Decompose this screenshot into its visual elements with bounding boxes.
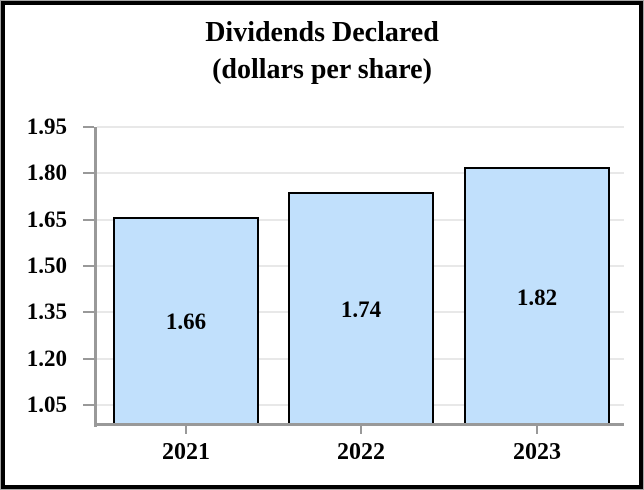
x-axis-label-2023: 2023	[513, 439, 561, 465]
y-tick-1.95	[83, 126, 94, 128]
y-axis-line	[94, 127, 97, 427]
y-tick-1.05	[83, 403, 94, 406]
chart-title-line1: Dividends Declared	[205, 17, 439, 48]
y-axis-label-1.35: 1.35	[26, 299, 67, 325]
y-axis-label-1.05: 1.05	[26, 391, 67, 417]
gridline-1.80	[97, 172, 624, 175]
chart-title-line2: (dollars per share)	[212, 54, 432, 85]
bar-2022: 1.74	[288, 191, 434, 424]
x-axis-line	[94, 423, 624, 426]
x-axis-label-2022: 2022	[337, 439, 385, 465]
y-axis-label-1.95: 1.95	[26, 114, 67, 139]
bar-value-label-2022: 1.74	[340, 296, 382, 322]
y-tick-1.80	[83, 172, 94, 175]
bar-2023: 1.82	[464, 167, 610, 424]
chart-title: Dividends Declared (dollars per share)	[1, 14, 643, 88]
bar-value-label-2021: 1.66	[165, 309, 207, 335]
y-axis-label-1.65: 1.65	[26, 206, 67, 232]
y-tick-1.50	[83, 264, 94, 267]
y-axis-label-1.20: 1.20	[26, 345, 67, 371]
y-tick-1.35	[83, 311, 94, 314]
y-axis-label-1.50: 1.50	[26, 252, 67, 278]
y-tick-1.20	[83, 357, 94, 360]
x-tick-2021	[185, 425, 187, 434]
bar-2021: 1.66	[113, 216, 259, 424]
y-axis-label-1.80: 1.80	[26, 160, 67, 186]
x-tick-2022	[360, 425, 362, 434]
x-tick-2023	[536, 425, 538, 434]
y-tick-1.65	[83, 218, 94, 221]
gridline-1.95	[97, 126, 624, 128]
bar-value-label-2023: 1.82	[516, 284, 558, 310]
x-axis-label-2021: 2021	[162, 439, 210, 465]
plot-area: 1.66 1.74 1.82 1.95 1.80 1.65 1.50 1.35 1.20 1.0…	[27, 115, 624, 465]
